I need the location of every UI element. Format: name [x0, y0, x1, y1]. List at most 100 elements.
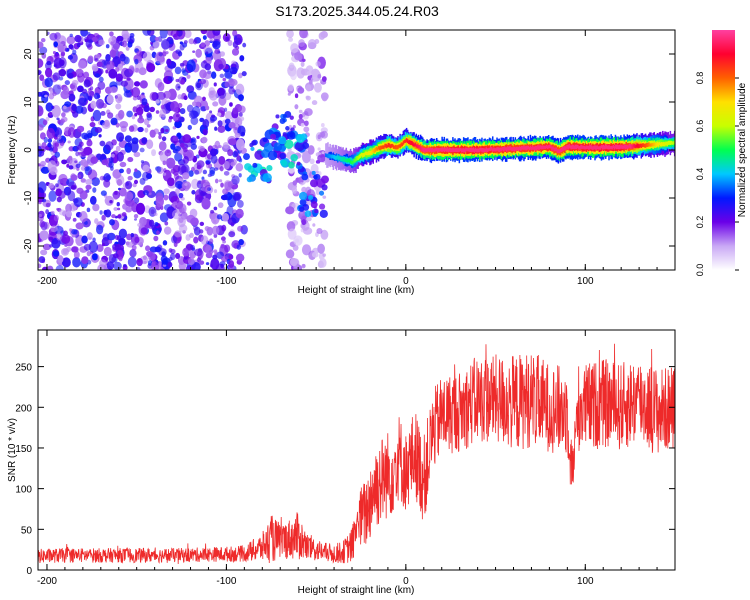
- spectrogram-x-tick-label: -100: [216, 276, 236, 287]
- spectrogram-noise-speckle: [105, 53, 111, 62]
- spectrogram-ridge-cell: [374, 147, 377, 152]
- spectrogram-ridge-cell: [614, 144, 617, 149]
- spectrogram-ridge-cell: [528, 146, 531, 151]
- spectrogram-ridge-cell: [448, 147, 451, 152]
- spectrogram-noise-speckle: [304, 108, 313, 117]
- spectrogram-ridge-cell: [381, 145, 383, 150]
- spectrogram-noise-speckle: [161, 136, 167, 142]
- spectrogram-blob: [246, 176, 253, 183]
- spectrogram-noise-speckle: [187, 257, 195, 266]
- spectrogram-noise-speckle: [200, 42, 206, 48]
- spectrogram-noise-speckle: [203, 46, 213, 54]
- spectrogram-noise-speckle: [116, 151, 124, 162]
- spectrogram-ridge-cell: [438, 148, 440, 152]
- spectrogram-ridge-cell: [363, 152, 366, 157]
- spectrogram-noise-speckle: [151, 224, 157, 231]
- spectrogram-noise-speckle: [133, 81, 141, 87]
- spectrogram-noise-speckle: [204, 63, 212, 71]
- spectrogram-noise-speckle: [67, 140, 71, 144]
- spectrogram-noise-speckle: [289, 257, 298, 267]
- spectrogram-noise-speckle: [238, 173, 242, 178]
- spectrogram-ridge-cell: [391, 143, 394, 148]
- spectrogram-ridge-cell: [333, 155, 336, 160]
- spectrogram-noise-speckle: [48, 183, 55, 189]
- spectrogram-noise-speckle: [213, 249, 218, 253]
- spectrogram-noise-speckle: [163, 168, 167, 173]
- spectrogram-ridge-cell: [482, 148, 484, 153]
- spectrogram-ridge-cell: [411, 140, 413, 145]
- spectrogram-ridge-cell: [456, 148, 458, 153]
- spectrogram-ridge-cell: [510, 147, 512, 151]
- spectrogram-ridge-cell: [434, 148, 437, 152]
- snr-x-tick-label: 100: [577, 576, 594, 587]
- spectrogram-y-tick-label: -20: [23, 238, 34, 253]
- spectrogram-ridge-cell: [399, 144, 401, 148]
- spectrogram-noise-speckle: [167, 261, 173, 268]
- spectrogram-ridge-cell: [440, 147, 442, 152]
- spectrogram-noise-speckle: [321, 76, 327, 82]
- spectrogram-blob: [266, 164, 273, 172]
- spectrogram-noise-speckle: [317, 260, 324, 269]
- spectrogram-ridge-cell: [332, 155, 335, 159]
- spectrogram-noise-speckle: [57, 43, 65, 53]
- spectrogram-noise-speckle: [179, 62, 185, 67]
- spectrogram-noise-speckle: [161, 51, 167, 57]
- spectrogram-ridge-cell: [653, 142, 655, 147]
- spectrogram-noise-speckle: [115, 93, 123, 104]
- spectrogram-noise-speckle: [74, 34, 82, 43]
- spectrogram-ridge-cell: [593, 145, 595, 150]
- spectrogram-noise-speckle: [136, 106, 144, 116]
- spectrogram-y-tick-label: 10: [23, 96, 34, 108]
- spectrogram-noise-speckle: [122, 203, 128, 210]
- spectrogram-noise-speckle: [124, 78, 134, 90]
- spectrogram-noise-speckle: [187, 124, 192, 131]
- spectrogram-noise-speckle: [75, 222, 84, 230]
- spectrogram-noise-speckle: [115, 103, 122, 110]
- spectrogram-noise-speckle: [200, 30, 208, 35]
- spectrogram-noise-speckle: [59, 118, 66, 124]
- spectrogram-noise-speckle: [98, 76, 104, 83]
- spectrogram-ridge-cell: [455, 148, 457, 153]
- spectrogram-noise-speckle: [80, 151, 87, 157]
- spectrogram-noise-speckle: [205, 51, 209, 55]
- spectrogram-noise-speckle: [39, 74, 45, 82]
- spectrogram-ridge-cell: [336, 155, 339, 160]
- spectrogram-ridge-cell: [595, 145, 597, 150]
- spectrogram-noise-speckle: [50, 210, 55, 215]
- spectrogram-noise-speckle: [38, 69, 42, 75]
- spectrogram-noise-speckle: [164, 221, 169, 226]
- spectrogram-noise-speckle: [154, 222, 159, 227]
- spectrogram-ridge-cell: [541, 145, 543, 150]
- spectrogram-noise-speckle: [72, 257, 81, 268]
- spectrogram-ridge-cell: [649, 143, 651, 147]
- spectrogram-noise-speckle: [86, 130, 93, 139]
- spectrogram-noise-speckle: [116, 35, 124, 42]
- spectrogram-noise-speckle: [220, 263, 224, 269]
- spectrogram-ridge-cell: [521, 146, 523, 150]
- spectrogram-noise-speckle: [76, 167, 80, 171]
- spectrogram-noise-speckle: [156, 230, 160, 235]
- spectrogram-noise-speckle: [107, 112, 114, 119]
- spectrogram-ridge-cell: [511, 147, 513, 152]
- spectrogram-noise-speckle: [102, 176, 107, 181]
- spectrogram-ridge-cell: [662, 142, 664, 146]
- spectrogram-noise-speckle: [220, 236, 226, 241]
- spectrogram-ridge-cell: [643, 143, 646, 148]
- spectrogram-ridge-cell: [517, 147, 520, 152]
- spectrogram-noise-speckle: [112, 243, 119, 251]
- spectrogram-noise-speckle: [235, 208, 244, 219]
- spectrogram-noise-speckle: [67, 127, 76, 138]
- spectrogram-noise-speckle: [172, 126, 177, 130]
- spectrogram-noise-speckle: [193, 226, 201, 236]
- spectrogram-noise-speckle: [151, 149, 157, 157]
- spectrogram-noise-speckle: [305, 95, 310, 99]
- spectrogram-ridge-cell: [634, 144, 636, 149]
- spectrogram-noise-speckle: [57, 35, 67, 46]
- spectrogram-noise-speckle: [222, 33, 231, 42]
- spectrogram-noise-speckle: [178, 192, 184, 199]
- spectrogram-noise-speckle: [92, 109, 102, 122]
- spectrogram-noise-speckle: [113, 207, 118, 211]
- spectrogram-ridge-cell: [360, 152, 363, 157]
- spectrogram-blob: [290, 153, 298, 162]
- spectrogram-blob: [286, 131, 296, 140]
